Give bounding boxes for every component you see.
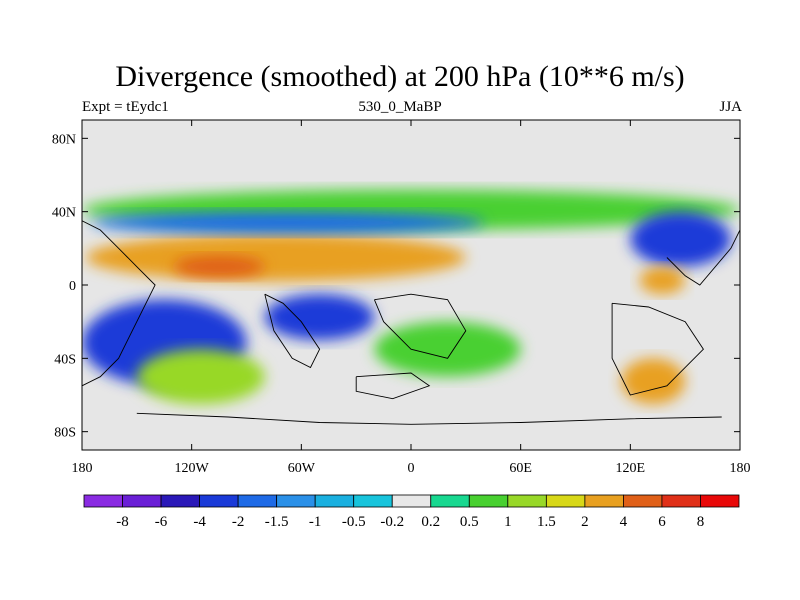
x-tick-label: 60W [288,461,316,476]
coastline-0 [82,220,156,387]
colorbar-label: 6 [658,514,666,530]
x-tick-label: 120W [175,461,210,476]
field-region-south-atlantic-mix [374,321,521,377]
x-tick-label: 120E [616,461,646,476]
divergence-field [82,189,740,405]
y-tick-label: 40N [52,206,76,221]
coastline-4 [611,302,704,396]
x-tick-label: 0 [408,461,415,476]
field-region-sh-south-green [136,349,265,405]
field-region-east-blue-patch [630,211,731,267]
colorbar-swatch [353,494,393,508]
colorbar: -8 -6 -4 -2 -1.5 -1 -0.5 -0.2 0.2 0.5 1 1.5 2 4 6 8 [83,494,740,530]
colorbar-label: -8 [116,514,129,530]
colorbar-label: 2 [581,514,589,530]
colorbar-label: -2 [232,514,245,530]
x-tick-label: 60E [509,461,532,476]
coastline-1 [264,293,321,369]
field-region-nh-blue-band [91,211,485,234]
colorbar-label: -6 [155,514,168,530]
colorbar-swatch [83,494,123,508]
colorbar-swatch [237,494,278,508]
field-region-south-indian-orange [621,358,686,405]
field-region-eq-orange-band [85,233,466,282]
colorbar-swatch [391,494,432,508]
colorbar-swatch [545,494,586,508]
y-tick-label: 80N [52,132,76,147]
y-tick-label: 40S [54,352,76,367]
colorbar-swatch [468,494,509,508]
coastline-6 [666,229,740,286]
coastlines [82,220,740,425]
colorbar-swatch [661,494,701,508]
colorbar-swatch [122,494,162,508]
colorbar-swatch [199,494,239,508]
colorbar-swatch [430,494,470,508]
colorbar-label: -1.5 [265,514,289,530]
x-tick-label: 180 [72,461,93,476]
colorbar-swatch [314,494,355,508]
field-region-west-pacific-orange [639,266,686,295]
colorbar-swatch [700,494,740,508]
experiment-label: Expt = tEydc1 [82,99,169,115]
season-label: JJA [719,99,742,115]
coastline-2 [373,293,467,359]
colorbar-label: 0.2 [421,514,440,530]
colorbar-label: 8 [697,514,705,530]
colorbar-label: 0.5 [460,514,479,530]
colorbar-label: -1 [309,514,322,530]
coastline-5 [136,412,722,425]
coastline-3 [355,372,431,400]
chart-title: Divergence (smoothed) at 200 hPa (10**6 … [115,60,685,93]
colorbar-label: 1.5 [537,514,556,530]
colorbar-label: 1 [504,514,512,530]
y-tick-label: 0 [69,279,76,294]
colorbar-swatch [584,494,624,508]
colorbar-label: 4 [620,514,628,530]
colorbar-swatch [276,494,316,508]
colorbar-label: -0.5 [342,514,366,530]
x-axis: 180 120W 60W 0 60E 120E 180 [72,120,751,476]
field-region-eq-dark-orange-core [173,255,265,278]
period-label: 530_0_MaBP [358,99,442,115]
colorbar-swatch [160,494,200,508]
y-axis: 80N 40N 0 40S 80S [52,132,740,441]
y-tick-label: 80S [54,426,76,441]
x-tick-label: 180 [730,461,751,476]
colorbar-swatch [623,494,663,508]
colorbar-label: -0.2 [380,514,404,530]
colorbar-swatch [507,494,547,508]
colorbar-label: -4 [193,514,206,530]
field-region-central-blue-patch [264,294,375,341]
